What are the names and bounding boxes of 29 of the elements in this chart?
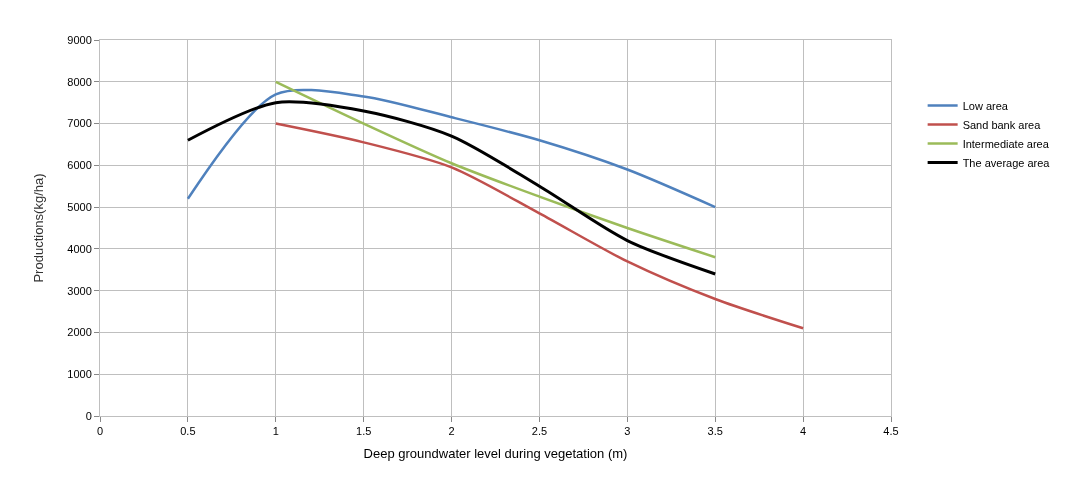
x-axis-title: Deep groundwater level during vegetation (m) — [363, 445, 628, 461]
x-tick-label: 3.5 — [707, 425, 723, 438]
x-tick-label: 4.5 — [883, 425, 899, 438]
x-tick-label: 4 — [800, 425, 807, 438]
y-tick-label: 0 — [85, 409, 92, 422]
y-tick-label: 7000 — [67, 117, 92, 130]
y-tick-label: 3000 — [67, 284, 92, 297]
y-tick-label: 1000 — [67, 368, 92, 381]
line-series — [186, 100, 717, 276]
x-tick-label: 2 — [448, 425, 455, 438]
legend-label: Low area — [962, 99, 1009, 112]
x-tick-label: 0 — [96, 425, 104, 438]
y-tick-label: 9000 — [67, 33, 92, 46]
y-tick-label: 4000 — [67, 242, 92, 255]
x-tick-label: 1 — [272, 425, 279, 438]
x-tick-label: 3 — [624, 425, 631, 438]
x-tick-label: 2.5 — [531, 425, 548, 438]
x-tick-label: 1.5 — [356, 425, 372, 438]
y-axis-title: Productions(kg/ha) — [31, 173, 47, 283]
legend-label: Sand bank area — [962, 118, 1042, 131]
y-tick-label: 8000 — [67, 75, 92, 88]
y-tick-label: 5000 — [67, 200, 92, 213]
x-tick-label: 0.5 — [180, 425, 196, 438]
line-series — [274, 122, 805, 330]
legend-label: Intermediate area — [962, 137, 1050, 150]
line-series — [274, 80, 717, 259]
legend-label: The average area — [962, 156, 1051, 169]
y-tick-label: 6000 — [67, 159, 92, 172]
y-tick-label: 2000 — [67, 326, 92, 339]
